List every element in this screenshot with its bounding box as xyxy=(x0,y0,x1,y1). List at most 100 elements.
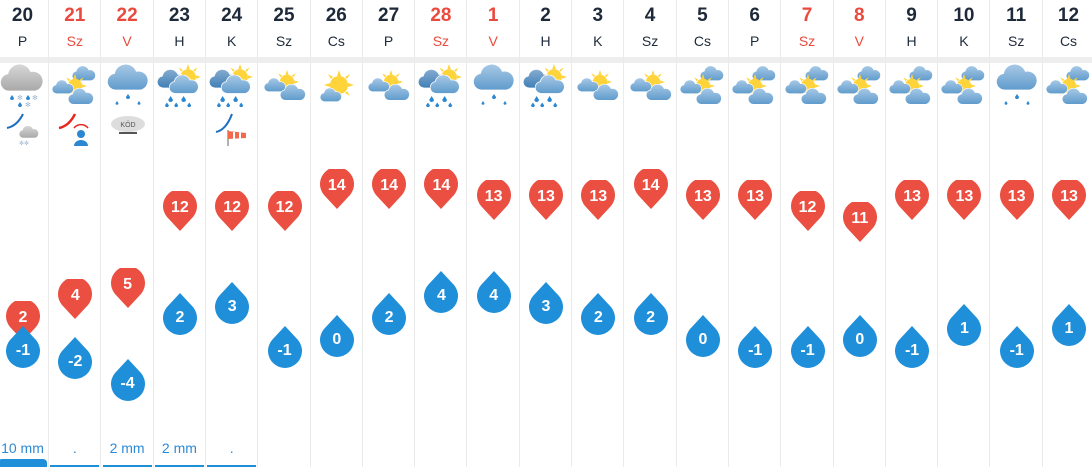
day-column[interactable]: 2 H 13 3 xyxy=(520,0,572,467)
warning-wind-snow-icon[interactable]: ✻✻ xyxy=(5,110,41,147)
day-column[interactable]: 10 K 13 1 xyxy=(938,0,991,467)
weekday-label: V xyxy=(488,33,498,49)
weekday-label: Sz xyxy=(66,33,83,49)
weekday-label: Sz xyxy=(798,33,816,49)
max-temp-pin: 14 xyxy=(633,167,669,213)
day-column[interactable]: 24 K 12 3. xyxy=(206,0,259,467)
weather-sun-cloud-icon xyxy=(573,64,623,110)
day-column[interactable]: 27 P 14 2 xyxy=(363,0,416,467)
day-column[interactable]: 23 H 12 2 2 mm xyxy=(154,0,206,467)
max-temp-value: 13 xyxy=(484,188,503,205)
weather-partly-cloudy-rain-icon xyxy=(521,64,571,110)
precipitation-bar xyxy=(154,465,204,467)
max-temp-value: 13 xyxy=(693,188,712,205)
max-temp-value: 14 xyxy=(380,177,398,194)
max-temp-pin: 13 xyxy=(528,178,564,224)
day-column[interactable]: 3 K 13 2 xyxy=(572,0,625,467)
warning-fog-icon[interactable]: KÖD xyxy=(110,110,146,146)
day-column[interactable]: 1 V 13 4 xyxy=(468,0,520,467)
svg-text:✻: ✻ xyxy=(25,101,31,109)
day-column[interactable]: 25 Sz 12 -1 xyxy=(259,0,311,467)
min-temp-value: 1 xyxy=(959,320,969,337)
min-temp-value: -1 xyxy=(1009,342,1024,359)
weekday-label: Cs xyxy=(1059,33,1078,49)
warning-wind-sock-icon[interactable] xyxy=(214,110,250,146)
weather-sun-between-clouds-icon xyxy=(678,64,728,110)
date-label: 23 xyxy=(168,5,190,26)
max-temp-value: 13 xyxy=(903,188,921,205)
date-label: 7 xyxy=(801,5,813,26)
weather-sun-cloud-icon xyxy=(626,64,676,110)
precipitation-bar xyxy=(207,465,257,467)
weekday-label: Cs xyxy=(327,33,345,49)
max-temp-pin: 2 xyxy=(5,299,41,345)
day-column[interactable]: 28 Sz 14 4 xyxy=(415,0,468,467)
day-column[interactable]: 12 Cs 13 1 xyxy=(1043,0,1092,467)
day-column[interactable]: 20 P ✻ ✻ ✻ ✻✻ 2 -1 10 mm xyxy=(0,0,49,467)
day-column[interactable]: 26 Cs 14 0 xyxy=(311,0,363,467)
day-column[interactable]: 11 Sz 13 -1 xyxy=(991,0,1043,467)
max-temp-pin: 13 xyxy=(1051,178,1087,224)
date-label: 4 xyxy=(644,5,656,26)
weather-sun-between-clouds-icon xyxy=(1044,64,1092,110)
min-temp-drop: 0 xyxy=(842,313,878,357)
svg-text:KÖD: KÖD xyxy=(120,121,135,129)
min-temp-drop: 3 xyxy=(214,280,250,324)
day-column[interactable]: 5 Cs 13 0 xyxy=(677,0,729,467)
min-temp-value: 4 xyxy=(489,287,499,304)
min-temp-drop: 4 xyxy=(423,269,459,313)
weekday-label: Sz xyxy=(432,33,450,49)
max-temp-value: 13 xyxy=(1060,188,1078,205)
weather-partly-cloudy-rain-icon xyxy=(207,64,257,110)
day-column[interactable]: 8 V 11 0 xyxy=(834,0,886,467)
max-temp-pin: 13 xyxy=(894,178,930,224)
weekday-label: K xyxy=(959,33,969,49)
date-label: 12 xyxy=(1057,5,1080,26)
day-column[interactable]: 21 Sz 4 -2. xyxy=(49,0,102,467)
min-temp-drop: -1 xyxy=(737,324,773,368)
min-temp-value: 4 xyxy=(436,287,446,304)
weekday-label: V xyxy=(122,33,132,49)
weather-sun-between-clouds-icon xyxy=(730,64,780,110)
weather-cloud-light-rain-icon xyxy=(103,64,153,110)
weather-sun-between-clouds-icon xyxy=(939,64,989,110)
date-label: 6 xyxy=(749,5,760,26)
max-temp-value: 13 xyxy=(955,188,974,205)
weather-cloud-light-rain-icon xyxy=(992,64,1042,110)
day-column[interactable]: 22 V KÖD 5 -4 2 mm xyxy=(102,0,154,467)
day-column[interactable]: 7 Sz 12 -1 xyxy=(782,0,834,467)
weather-sun-between-clouds-icon xyxy=(835,64,885,110)
max-temp-pin: 12 xyxy=(214,189,250,235)
weekday-label: Sz xyxy=(275,33,293,49)
weather-cloud-rain-snow-icon: ✻ ✻ ✻ xyxy=(0,64,48,110)
min-temp-value: 2 xyxy=(384,309,394,326)
day-column[interactable]: 9 H 13 -1 xyxy=(886,0,939,467)
min-temp-drop: -1 xyxy=(5,324,41,368)
max-temp-value: 14 xyxy=(327,177,346,194)
min-temp-value: 2 xyxy=(593,309,603,326)
max-temp-value: 13 xyxy=(746,188,765,205)
day-column[interactable]: 6 P 13 -1 xyxy=(729,0,782,467)
weekday-label: Sz xyxy=(641,33,659,49)
min-temp-drop: 1 xyxy=(946,302,982,346)
weather-sun-cloud-icon xyxy=(260,64,310,110)
max-temp-pin: 13 xyxy=(685,178,721,224)
precipitation-amount: . xyxy=(229,440,234,456)
warning-wind-person-icon[interactable] xyxy=(57,110,93,146)
min-temp-value: -1 xyxy=(15,342,31,359)
date-label: 11 xyxy=(1006,5,1027,26)
max-temp-pin: 5 xyxy=(110,266,146,312)
min-temp-drop: 1 xyxy=(1051,302,1087,346)
weekday-label: V xyxy=(854,33,864,49)
max-temp-pin: 12 xyxy=(162,189,198,235)
date-label: 5 xyxy=(697,5,708,26)
weather-sunny-icon xyxy=(312,64,362,110)
min-temp-drop: 2 xyxy=(633,291,669,335)
min-temp-drop: -1 xyxy=(894,324,930,368)
weekday-label: P xyxy=(383,33,394,49)
day-column[interactable]: 4 Sz 14 2 xyxy=(625,0,677,467)
min-temp-drop: 2 xyxy=(162,291,198,335)
svg-text:✻✻: ✻✻ xyxy=(19,140,29,146)
min-temp-value: 2 xyxy=(646,309,656,326)
max-temp-pin: 11 xyxy=(842,200,878,246)
